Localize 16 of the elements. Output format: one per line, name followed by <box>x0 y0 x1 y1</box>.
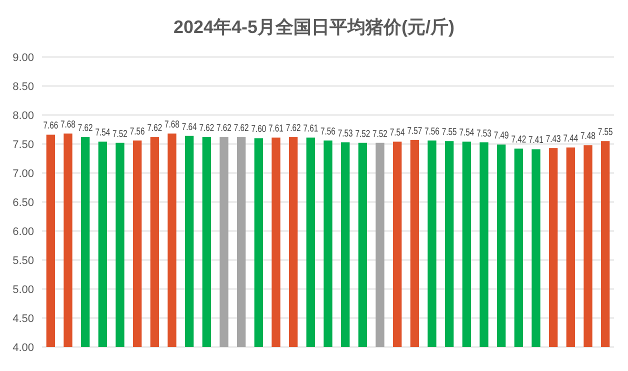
y-tick-label: 6.00 <box>12 226 34 238</box>
data-label: 7.62 <box>147 123 167 134</box>
y-tick-label: 5.50 <box>12 255 34 267</box>
y-tick-label: 8.00 <box>12 110 34 122</box>
title: 2024年4-5月全国日平均猪价(元/斤) <box>173 17 455 37</box>
y-tick-label: 4.00 <box>12 342 34 354</box>
y-tick-label: 8.50 <box>12 81 34 93</box>
data-label: 7.48 <box>580 131 600 142</box>
y-tick-label: 7.50 <box>12 139 34 151</box>
y-tick-label: 4.50 <box>12 313 34 325</box>
y-tick-label: 5.00 <box>12 284 34 296</box>
y-tick-label: 9.00 <box>12 52 34 64</box>
y-tick-label: 6.50 <box>12 197 34 209</box>
data-label: 7.55 <box>598 127 618 138</box>
data-label: 7.56 <box>130 126 150 138</box>
y-tick-label: 7.00 <box>12 168 34 180</box>
